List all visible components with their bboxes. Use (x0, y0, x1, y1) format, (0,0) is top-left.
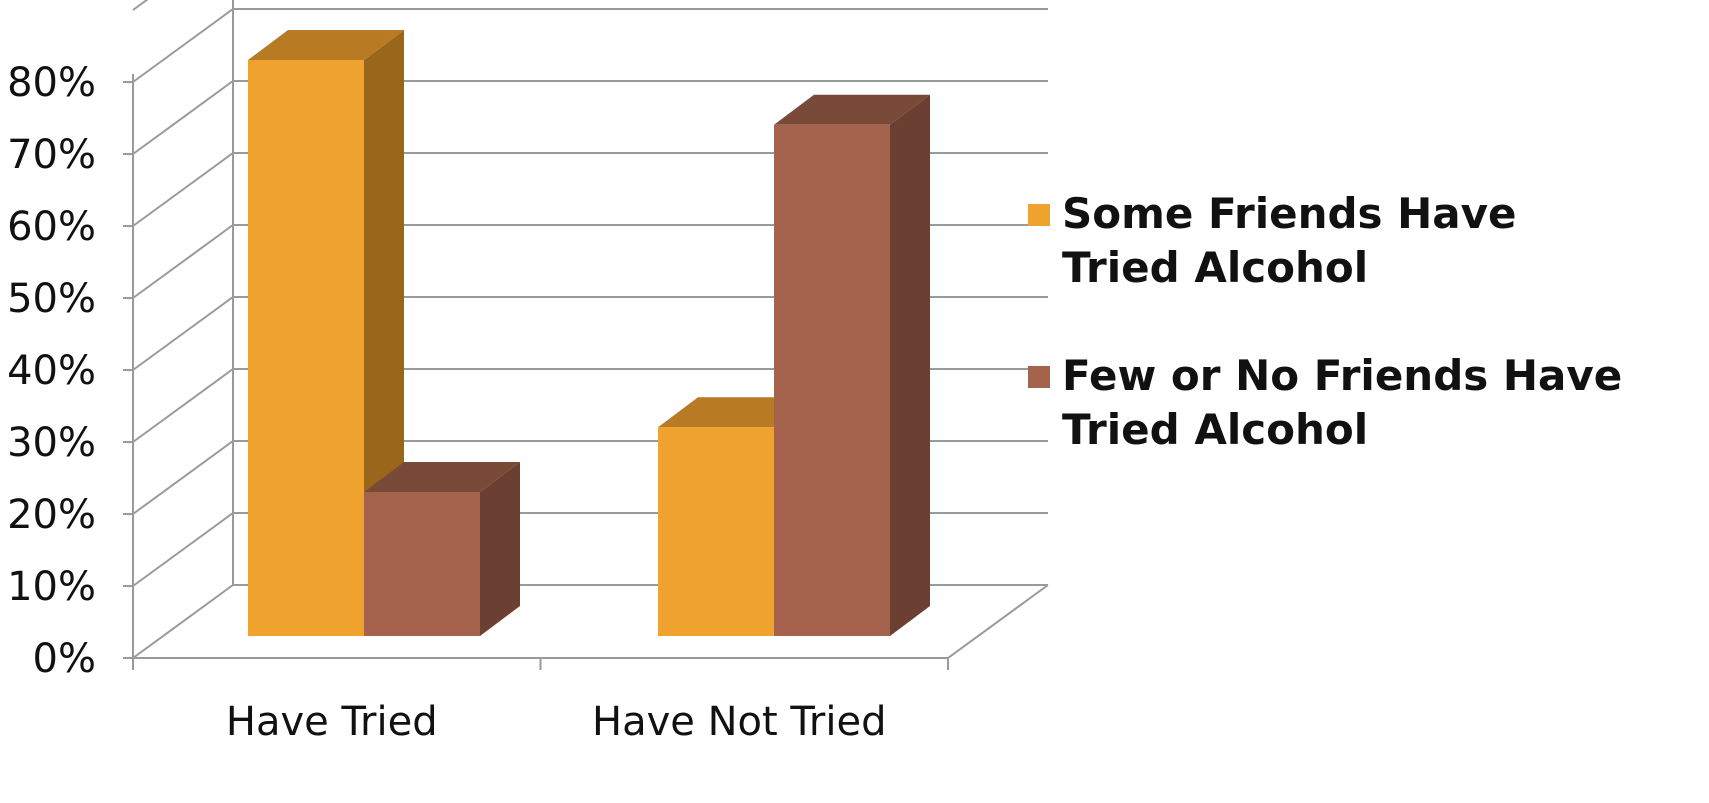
bar (248, 30, 404, 636)
y-tick-label: 60% (7, 204, 96, 250)
bar-group (248, 30, 520, 636)
bar-top (248, 30, 404, 60)
y-tick-label: 40% (7, 348, 96, 394)
x-category-label: Have Not Tried (592, 699, 887, 745)
bar-front (658, 427, 774, 636)
y-tick-label: 0% (33, 636, 96, 682)
legend-label: Some Friends Have Tried Alcohol (1062, 189, 1517, 292)
x-axis-category-labels: Have Tried Have Not Tried (226, 699, 887, 745)
legend-item: Some Friends Have Tried Alcohol (1028, 189, 1517, 292)
bar-side (480, 462, 520, 636)
bar-top (774, 94, 930, 125)
legend-item: Few or No Friends Have Tried Alcohol (1028, 351, 1622, 454)
bar (774, 94, 930, 637)
bar-side (890, 94, 930, 637)
y-tick-label: 20% (7, 492, 96, 538)
legend-label: Few or No Friends Have Tried Alcohol (1062, 351, 1622, 454)
x-category-label: Have Tried (226, 699, 438, 745)
y-tick-label: 30% (7, 420, 96, 466)
y-tick-label: 80% (7, 60, 96, 106)
bar (364, 462, 520, 636)
axes (123, 0, 1049, 670)
y-tick-label: 10% (7, 564, 96, 610)
y-tick-label: 50% (7, 276, 96, 322)
bar-front (248, 60, 364, 636)
bar-front (774, 124, 890, 637)
legend: Some Friends Have Tried Alcohol Few or No … (1028, 189, 1622, 454)
y-tick-label: 70% (7, 132, 96, 178)
bars (248, 30, 930, 637)
y-axis-tick-labels: 0% 10% 20% 30% 40% 50% 60% 70% 80% (7, 60, 96, 682)
bar-group (658, 94, 930, 637)
legend-swatch (1028, 366, 1050, 388)
legend-swatch (1028, 204, 1050, 226)
bar-top (364, 462, 520, 492)
bar-front (364, 492, 480, 636)
